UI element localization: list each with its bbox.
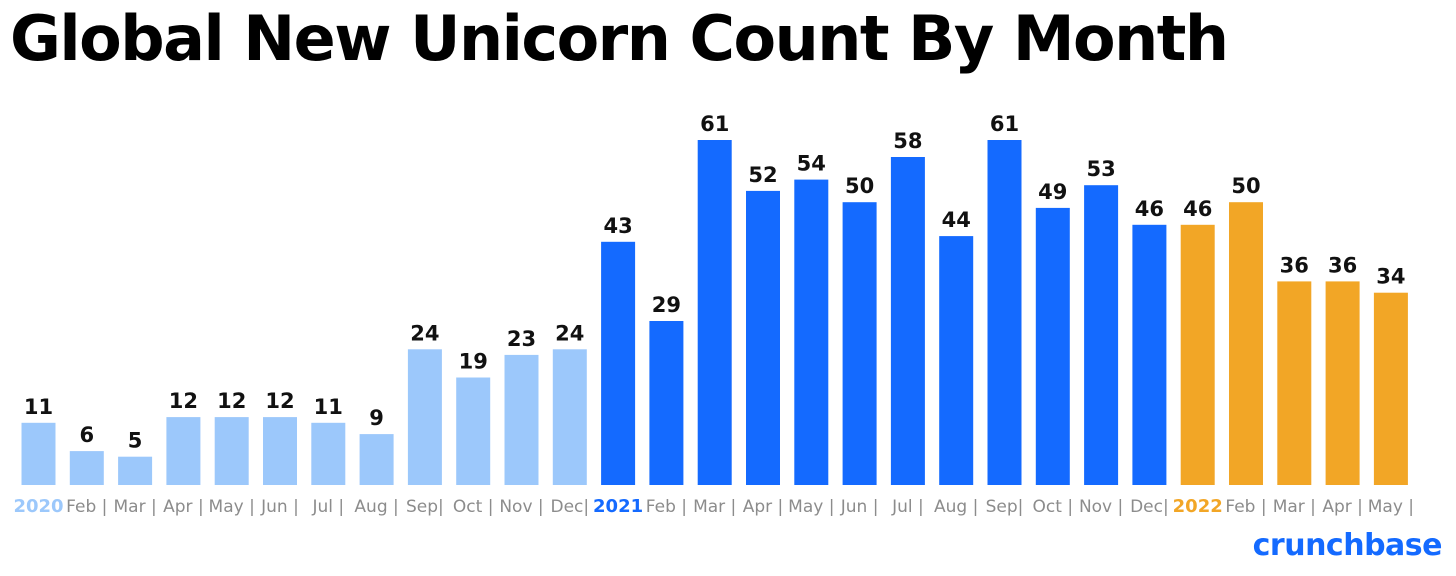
value-label-15: 52	[748, 163, 777, 187]
value-label-19: 44	[942, 208, 971, 232]
bar-25	[1229, 202, 1263, 485]
value-label-16: 54	[797, 152, 826, 176]
chart-title: Global New Unicorn Count By Month	[10, 2, 1229, 75]
tick-label-20: Sep|	[986, 497, 1024, 517]
tick-label-0: 2020	[13, 496, 63, 517]
tick-label-23: Dec|	[1130, 497, 1169, 517]
tick-label-5: Jun |	[260, 497, 299, 517]
tick-label-16: May |	[788, 497, 834, 517]
value-label-20: 61	[990, 112, 1019, 136]
tick-label-25: Feb |	[1225, 497, 1266, 517]
bar-26	[1277, 281, 1312, 485]
value-labels-layer: 11 6 5 12 12 12 11 9 24 19 23 24 43 29 61 52 54 50 58 44 61 4…	[24, 112, 1406, 453]
tick-label-19: Aug |	[934, 497, 978, 517]
value-label-13: 29	[652, 293, 681, 317]
tick-label-10: Nov |	[499, 497, 543, 517]
bar-18	[890, 157, 925, 485]
value-label-27: 36	[1328, 253, 1357, 277]
tick-label-2: Mar |	[113, 497, 156, 517]
bar-6	[311, 422, 346, 485]
value-label-9: 19	[459, 350, 488, 374]
value-label-2: 5	[128, 429, 143, 453]
bar-14	[697, 140, 732, 485]
value-label-7: 9	[369, 406, 384, 430]
tick-label-26: Mar |	[1273, 497, 1316, 517]
tick-label-6: Jul |	[311, 497, 344, 517]
bar-21	[1035, 207, 1070, 485]
value-label-5: 12	[265, 389, 294, 413]
value-label-4: 12	[217, 389, 246, 413]
tick-label-21: Oct |	[1033, 497, 1074, 517]
value-label-25: 50	[1231, 174, 1260, 198]
value-label-1: 6	[79, 423, 94, 447]
tick-label-15: Apr |	[743, 497, 784, 517]
bar-1	[69, 451, 104, 485]
tick-label-18: Jul |	[891, 497, 924, 517]
tick-label-22: Nov |	[1079, 497, 1123, 517]
bar-11	[552, 349, 587, 485]
bar-0	[21, 422, 56, 485]
tick-label-8: Sep|	[406, 497, 444, 517]
bar-13	[649, 321, 684, 485]
bar-22	[1084, 185, 1119, 485]
bar-24	[1180, 224, 1215, 486]
bar-4	[214, 417, 249, 485]
value-label-12: 43	[603, 214, 632, 238]
bar-5	[263, 417, 297, 485]
value-label-6: 11	[314, 395, 343, 419]
bar-3	[166, 417, 201, 485]
value-label-21: 49	[1038, 180, 1067, 204]
value-label-22: 53	[1086, 157, 1115, 181]
bar-8	[407, 349, 442, 485]
value-label-26: 36	[1280, 253, 1309, 277]
bar-2	[118, 456, 153, 485]
bar-28	[1373, 292, 1408, 485]
tick-label-12: 2021	[593, 496, 643, 517]
tick-label-4: May |	[209, 497, 255, 517]
tick-label-7: Aug |	[354, 497, 398, 517]
value-label-28: 34	[1376, 265, 1405, 289]
value-label-24: 46	[1183, 197, 1212, 221]
tick-label-14: Mar |	[693, 497, 736, 517]
crunchbase-logo: crunchbase	[1252, 528, 1443, 563]
bar-16	[794, 179, 829, 485]
value-label-11: 24	[555, 321, 584, 345]
bar-12	[601, 241, 636, 485]
tick-label-1: Feb |	[66, 497, 107, 517]
bar-19	[939, 236, 974, 485]
bar-20	[987, 140, 1022, 485]
tick-label-24: 2022	[1173, 496, 1223, 517]
tick-label-11: Dec|	[550, 497, 589, 517]
tick-label-27: Apr |	[1322, 497, 1363, 517]
bar-17	[842, 202, 877, 485]
bar-10	[504, 354, 539, 485]
value-label-0: 11	[24, 395, 53, 419]
value-label-10: 23	[507, 327, 536, 351]
value-label-17: 50	[845, 174, 874, 198]
value-label-3: 12	[169, 389, 198, 413]
tick-labels-layer: 2020 Feb | Mar | Apr | May | Jun | Jul | Aug | S…	[13, 496, 1414, 517]
value-label-8: 24	[410, 321, 439, 345]
value-label-18: 58	[893, 129, 922, 153]
tick-label-9: Oct |	[453, 497, 494, 517]
bars-layer	[21, 140, 1408, 486]
bar-27	[1325, 281, 1360, 485]
bar-7	[359, 434, 394, 485]
bar-15	[746, 190, 780, 485]
bar-9	[456, 377, 491, 485]
value-label-14: 61	[700, 112, 729, 136]
tick-label-13: Feb |	[646, 497, 687, 517]
tick-label-28: May |	[1368, 497, 1414, 517]
tick-label-3: Apr |	[163, 497, 204, 517]
value-label-23: 46	[1135, 197, 1164, 221]
tick-label-17: Jun |	[840, 497, 879, 517]
bar-23	[1132, 224, 1167, 486]
